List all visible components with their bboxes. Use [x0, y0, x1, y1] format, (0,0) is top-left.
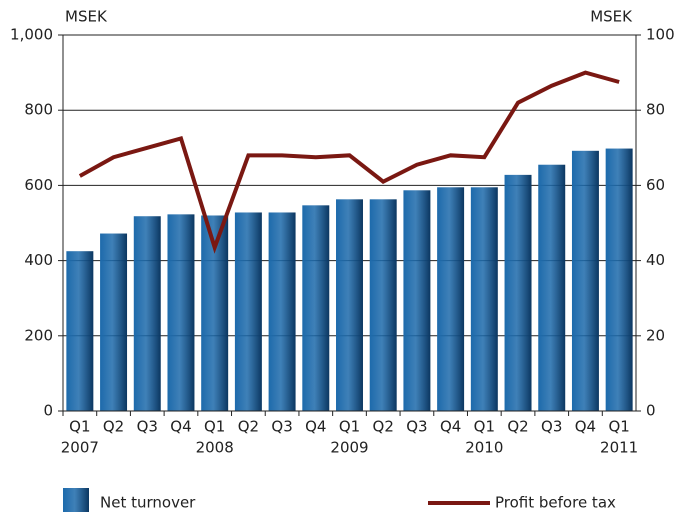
bar	[336, 199, 363, 411]
bar	[369, 199, 397, 411]
x-tick-label: Q1	[204, 418, 225, 436]
x-tick-label: Q1	[474, 418, 495, 436]
y-tick-label: 600	[24, 176, 53, 194]
bar	[167, 214, 195, 411]
y-tick-label: 400	[24, 251, 53, 269]
bar	[470, 187, 498, 411]
bar	[268, 212, 296, 411]
x-tick-label: Q2	[103, 418, 124, 436]
y2-tick-label: 40	[646, 251, 665, 269]
y-tick-label: 200	[24, 326, 53, 344]
bar	[403, 190, 431, 411]
x-tick-label: Q3	[541, 418, 562, 436]
x-tick-label: Q4	[440, 418, 461, 436]
y-tick-label: 800	[24, 101, 53, 119]
legend-label: Net turnover	[100, 494, 196, 512]
y-tick-label: 1,000	[10, 26, 53, 44]
bar	[538, 164, 566, 411]
x-group-label: 2009	[330, 439, 368, 457]
y-unit-label: MSEK	[65, 8, 108, 26]
x-tick-label: Q1	[339, 418, 360, 436]
y2-tick-label: 60	[646, 176, 665, 194]
y2-tick-label: 100	[646, 26, 674, 44]
line	[78, 70, 620, 254]
y-tick-label: 0	[43, 402, 53, 420]
x-group-label: 2010	[465, 439, 503, 457]
x-tick-label: Q3	[271, 418, 292, 436]
x-tick-label: Q3	[137, 418, 158, 436]
bar	[605, 148, 633, 411]
x-tick-label: Q2	[373, 418, 394, 436]
bar	[66, 251, 94, 411]
x-tick-label: Q1	[608, 418, 629, 436]
bar	[234, 212, 262, 411]
x-tick-label: Q4	[170, 418, 191, 436]
x-group-label: 2008	[196, 439, 234, 457]
legend-swatch	[63, 488, 89, 512]
bar	[100, 233, 128, 411]
y2-tick-label: 20	[646, 326, 665, 344]
x-group-label: 2011	[600, 439, 638, 457]
x-tick-label: Q4	[305, 418, 326, 436]
y2-unit-label: MSEK	[590, 8, 633, 26]
x-group-label: 2007	[61, 439, 99, 457]
bar	[437, 187, 465, 411]
y2-tick-label: 0	[646, 402, 656, 420]
x-tick-label: Q2	[238, 418, 259, 436]
bar	[302, 205, 330, 411]
y2-tick-label: 80	[646, 101, 665, 119]
x-tick-label: Q2	[507, 418, 528, 436]
x-tick-label: Q4	[575, 418, 596, 436]
x-tick-label: Q1	[69, 418, 90, 436]
x-tick-label: Q3	[406, 418, 427, 436]
bar	[504, 174, 532, 411]
bar	[133, 216, 161, 411]
bar	[571, 150, 599, 412]
legend-label: Profit before tax	[495, 494, 616, 512]
